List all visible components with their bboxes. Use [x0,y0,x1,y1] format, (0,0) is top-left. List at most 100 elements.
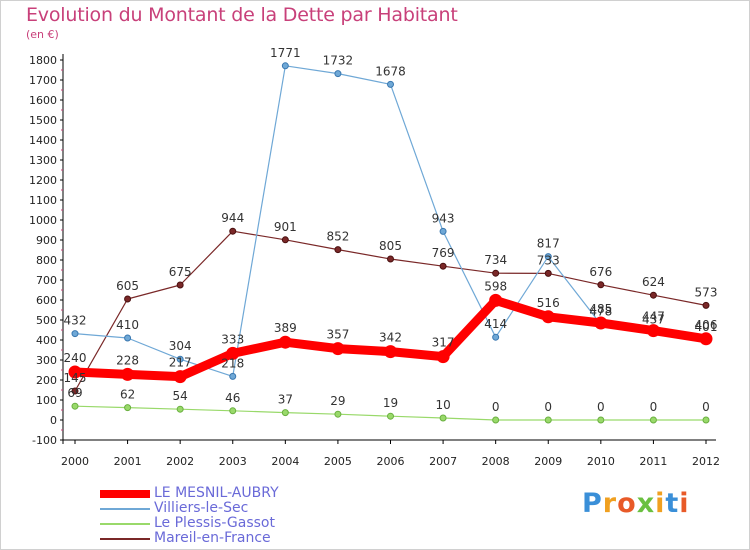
data-label: 447 [642,310,665,324]
x-tick-label: 2003 [219,455,247,468]
data-label: 218 [221,356,244,370]
data-label: 1678 [375,64,406,78]
data-point [71,402,79,410]
x-tick-label: 2004 [271,455,299,468]
data-point-inner [650,327,657,334]
data-label: 54 [173,389,188,403]
data-label: 410 [116,318,139,332]
data-point [439,227,447,235]
data-point [229,407,237,415]
data-point [71,387,79,395]
data-point [281,62,289,70]
data-point [124,404,132,412]
data-label: 0 [544,400,552,414]
data-point [597,281,605,289]
legend-label: LE MESNIL-AUBRY [154,485,279,501]
data-point [649,416,657,424]
data-point [492,333,500,341]
data-point [387,412,394,420]
data-point [124,295,132,303]
data-label: 19 [383,396,398,410]
data-label: 29 [330,394,345,408]
data-point [544,269,552,277]
series-layer [68,62,713,424]
legend-label: Le Plessis-Gassot [154,515,275,531]
data-label: 333 [221,332,244,346]
data-point-inner [177,373,184,380]
data-label: 478 [589,304,612,318]
y-tick-label: 0 [50,414,57,427]
data-label: 573 [695,285,718,299]
y-tick-label: 900 [36,234,57,247]
data-label: 432 [64,314,87,328]
x-tick-label: 2009 [534,455,562,468]
data-point [492,416,500,424]
legend-swatch [100,523,150,525]
data-label: 240 [64,351,87,365]
data-label: 676 [589,265,612,279]
x-tick-label: 2012 [692,455,720,468]
data-point-inner [492,297,499,304]
y-tick-label: 1700 [29,74,57,87]
data-label: 516 [537,296,560,310]
data-point-inner [229,350,236,357]
data-point-inner [545,313,552,320]
x-tick-label: 2000 [61,455,89,468]
y-tick-label: 500 [36,314,57,327]
data-point [229,372,237,380]
data-label: 389 [274,321,297,335]
data-label: 342 [379,331,402,345]
y-tick-label: 1200 [29,174,57,187]
data-point [702,416,710,424]
data-point [439,262,447,270]
data-point [71,330,79,338]
y-tick-label: 1600 [29,94,57,107]
data-point-inner [72,369,78,375]
data-point-inner [334,345,341,352]
y-tick-label: 400 [36,334,57,347]
data-point-inner [597,320,604,326]
legend-swatch [100,508,150,510]
data-label: 598 [484,279,507,293]
data-point [281,409,289,417]
data-point [439,414,447,422]
data-point-inner [703,335,709,342]
data-label: 145 [64,371,87,385]
y-tick-label: 1800 [29,54,57,67]
data-label: 62 [120,388,135,402]
data-label: 217 [169,356,192,370]
chart-axes: -100010020030040050060070080090010001100… [29,54,720,468]
data-point-inner [282,339,289,346]
data-point [124,334,132,342]
data-point [544,253,552,261]
data-point [649,291,657,299]
legend-swatch [100,490,150,498]
data-label: 37 [278,393,293,407]
data-label: 46 [225,391,240,405]
data-label: 675 [169,265,192,279]
chart-title: Evolution du Montant de la Dette par Hab… [26,4,458,26]
y-tick-label: 1400 [29,134,57,147]
x-tick-label: 2001 [114,455,142,468]
data-point [229,227,237,235]
y-tick-label: 700 [36,274,57,287]
data-point [387,255,394,263]
y-tick-label: 600 [36,294,57,307]
y-tick-label: 1500 [29,114,57,127]
x-tick-label: 2002 [166,455,194,468]
data-point [176,281,184,289]
y-tick-label: 100 [36,394,57,407]
data-point-inner [387,348,394,355]
data-label: 0 [492,400,500,414]
x-tick-label: 2010 [587,455,615,468]
legend-label: Villiers-le-Sec [154,500,249,516]
data-point [492,269,500,277]
proxiti-logo: Proxiti [582,488,690,519]
y-tick-label: 300 [36,354,57,367]
data-label: 0 [597,400,605,414]
data-label: 817 [537,237,560,251]
data-label: 10 [435,398,450,412]
data-point [176,355,184,363]
